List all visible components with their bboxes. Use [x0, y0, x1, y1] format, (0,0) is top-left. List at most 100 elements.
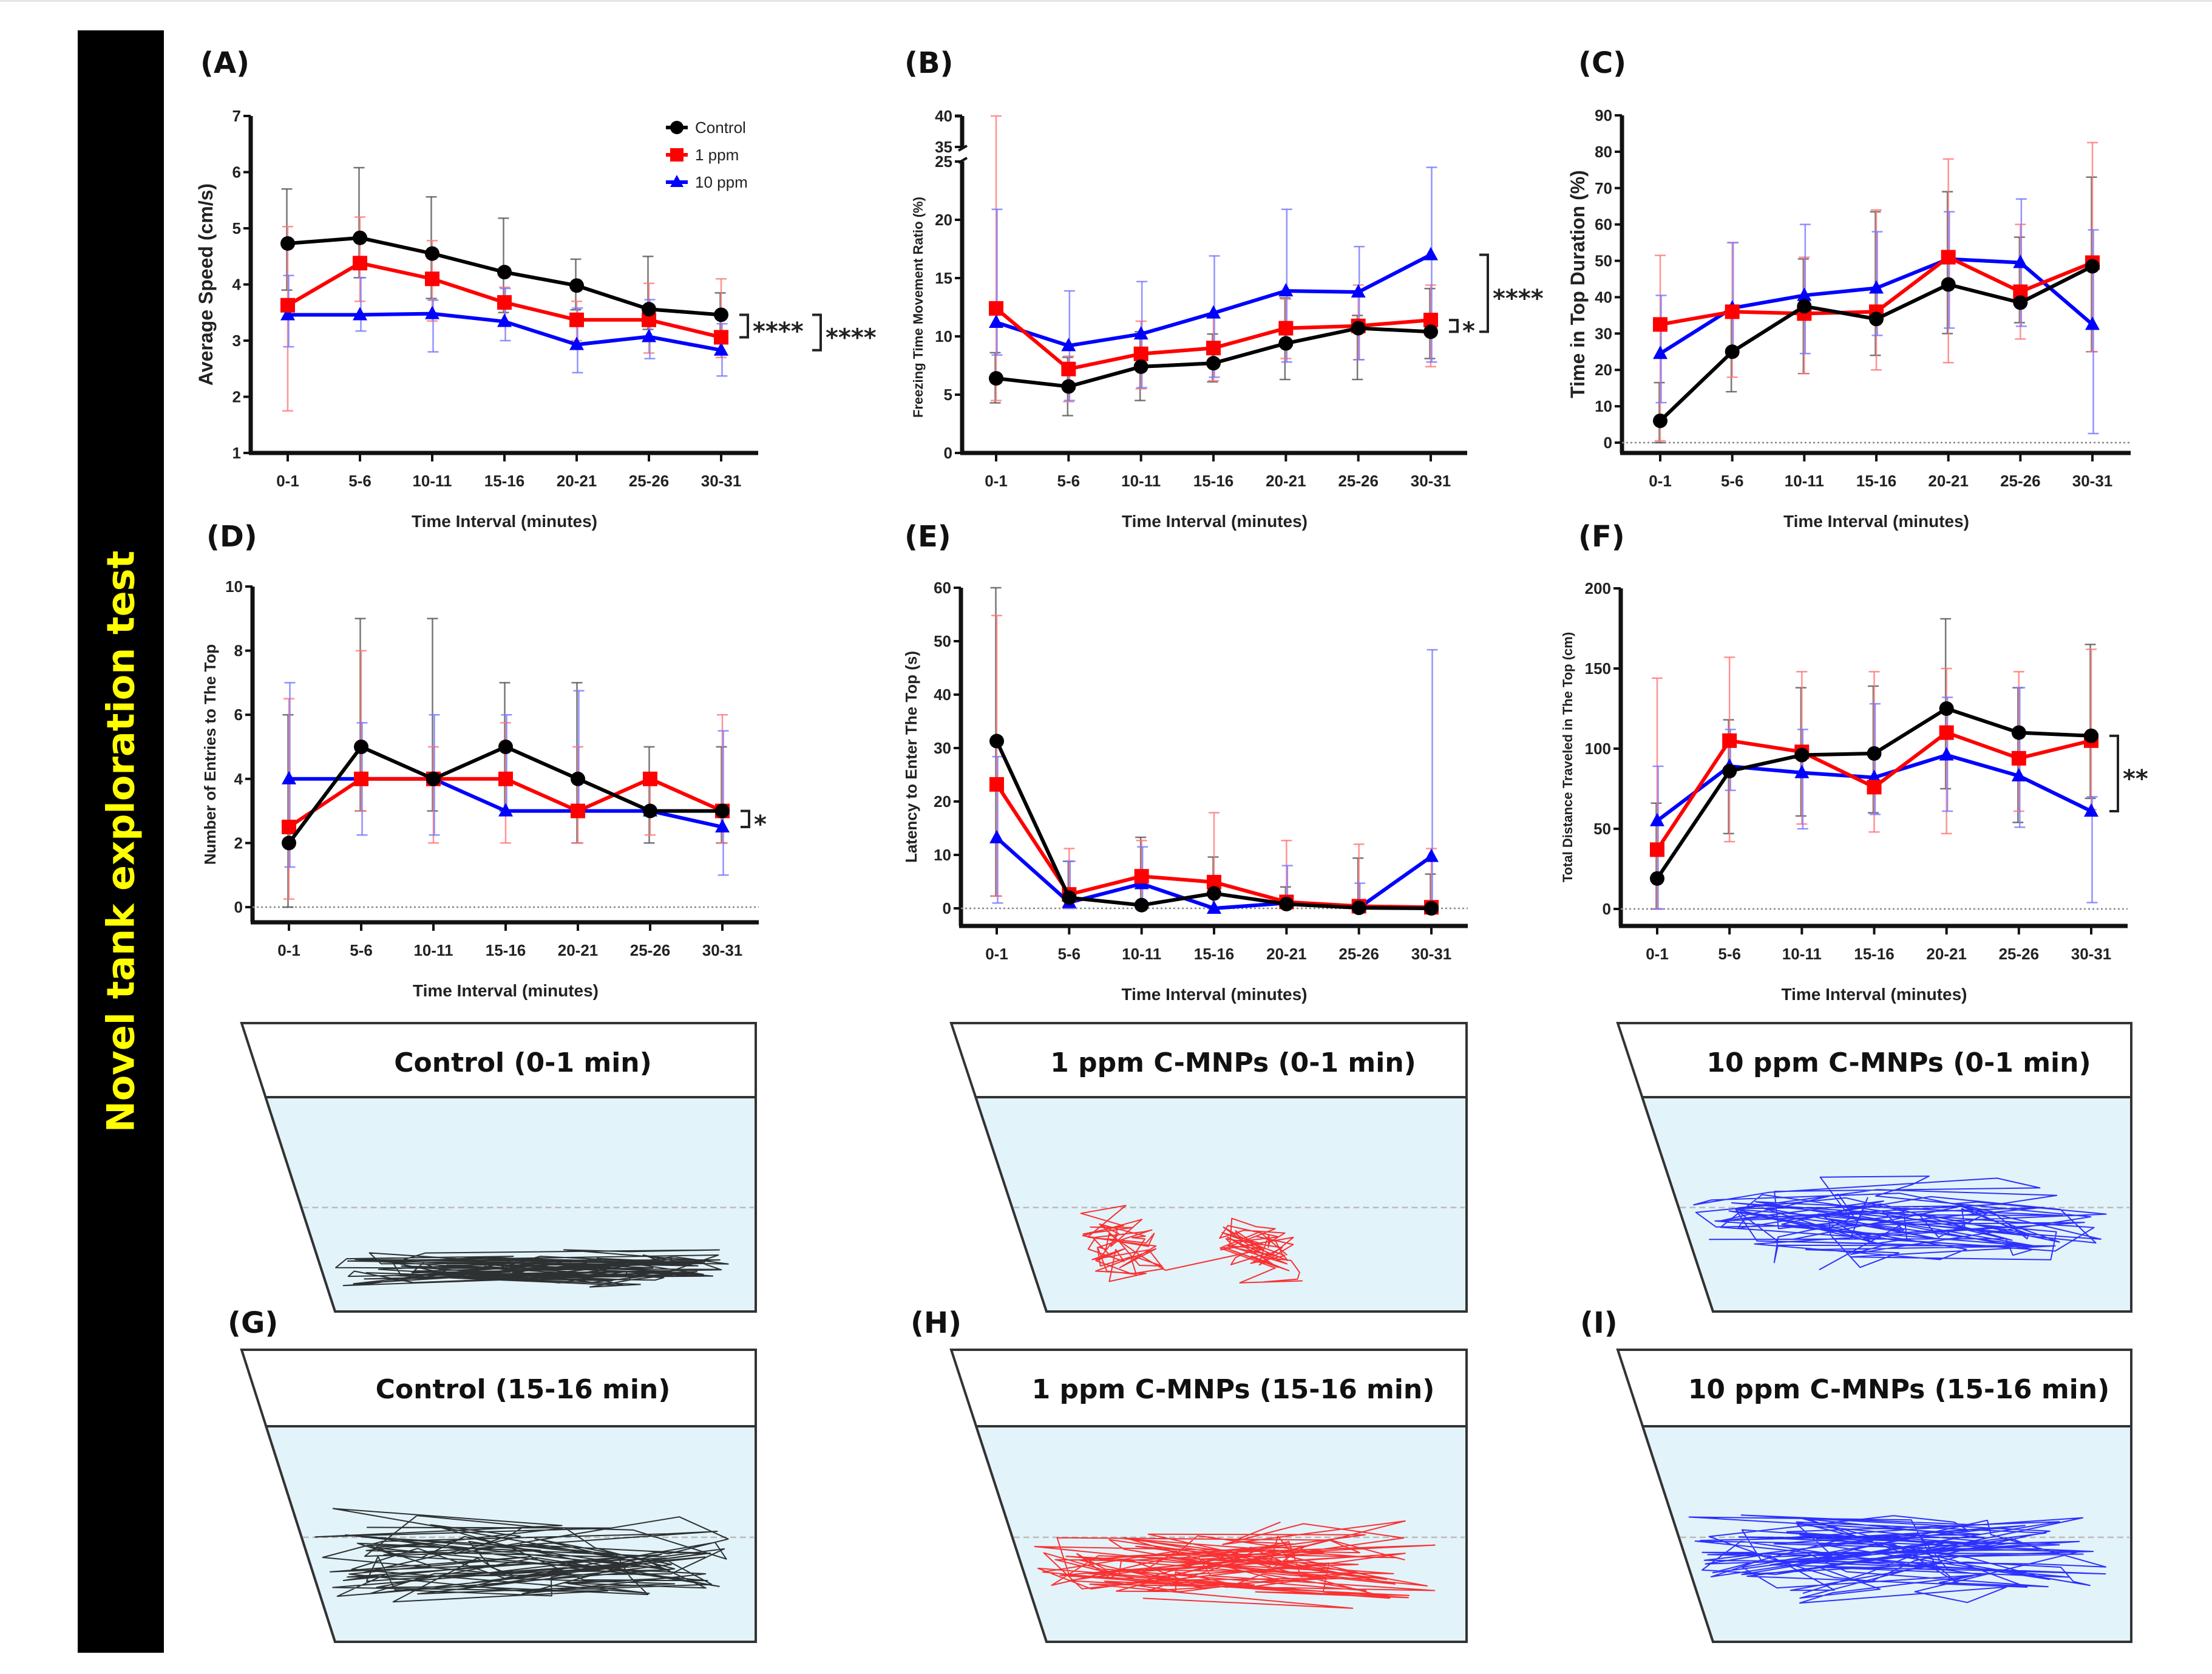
data-point	[498, 803, 513, 817]
data-point	[354, 771, 368, 786]
data-point	[989, 733, 1004, 749]
y-tick-label: 80	[1595, 143, 1612, 161]
y-tick-label: 35	[935, 138, 952, 156]
swim-trajectory	[1034, 1520, 1436, 1609]
data-point	[1794, 764, 1810, 778]
data-point	[1206, 305, 1221, 319]
x-tick-label: 5-6	[1718, 945, 1741, 963]
data-point	[989, 777, 1004, 792]
x-tick-label: 20-21	[558, 941, 599, 959]
x-axis-title: Time Interval (minutes)	[412, 512, 597, 531]
tank-title: Control (15-16 min)	[376, 1374, 671, 1405]
y-tick-label: 2	[232, 388, 241, 406]
significance-annotations: *****	[1449, 253, 1544, 345]
y-tick-label: 10	[1595, 397, 1612, 415]
legend-label: 10 ppm	[695, 173, 748, 191]
data-point	[643, 771, 657, 786]
series-10-ppm	[280, 305, 728, 356]
data-point	[282, 835, 296, 851]
y-tick-label: 30	[934, 739, 951, 757]
y-tick-label: 40	[935, 107, 952, 125]
data-point	[426, 771, 441, 786]
y-tick-label: 70	[1595, 179, 1612, 197]
legend-marker	[670, 121, 684, 134]
y-tick-label: 150	[1585, 659, 1611, 678]
x-tick-label: 25-26	[1999, 945, 2040, 963]
data-point	[2011, 725, 2026, 740]
x-tick-label: 0-1	[985, 472, 1008, 490]
y-tick-label: 2	[234, 834, 243, 852]
data-point	[1134, 897, 1149, 913]
data-point	[642, 328, 656, 342]
tank-control-15-16: Control (15-16 min) (G)	[228, 1306, 757, 1643]
panel-label: (C)	[1578, 46, 1626, 80]
y-axis-title: Total Distance Traveled in The Top (cm)	[1560, 632, 1575, 882]
data-point	[1061, 361, 1076, 376]
significance-label: *	[1462, 318, 1475, 345]
chart-panel-a: (A) 1 2 3 4 5 6 7 0-1 5-6 10-11 15-16 20-21 25-26 30-3…	[195, 46, 877, 531]
charts-layer: (A) 1 2 3 4 5 6 7 0-1 5-6 10-11 15-16 20-21 25-26 30-3…	[195, 46, 2148, 1004]
data-point	[642, 302, 656, 317]
data-point	[715, 803, 730, 818]
series-10-ppm	[989, 247, 1438, 352]
series-control	[280, 230, 728, 322]
significance-bracket	[1449, 319, 1459, 333]
x-tick-label: 5-6	[350, 941, 373, 959]
x-tick-label: 0-1	[1646, 945, 1669, 963]
y-tick-label: 0	[1604, 434, 1612, 452]
data-point	[989, 829, 1004, 843]
data-point	[1062, 890, 1077, 905]
x-tick-label: 20-21	[1266, 945, 1307, 963]
data-point	[2084, 728, 2098, 743]
legend-item-1-ppm: 1 ppm	[666, 146, 739, 164]
x-tick-label: 10-11	[412, 472, 452, 490]
data-point	[497, 295, 512, 310]
y-tick-label: 5	[944, 386, 952, 404]
data-point	[1867, 780, 1882, 795]
y-tick-label: 60	[1595, 216, 1612, 234]
y-tick-label: 0	[234, 898, 243, 916]
data-point	[1207, 886, 1221, 901]
data-point	[1722, 763, 1737, 778]
significance-label: **	[2123, 765, 2148, 793]
legend-marker	[670, 148, 684, 162]
significance-bracket	[1479, 253, 1489, 333]
x-tick-label: 5-6	[1058, 945, 1081, 963]
y-tick-label: 4	[234, 770, 243, 788]
data-point	[714, 307, 728, 322]
x-tick-label: 25-26	[2000, 472, 2041, 490]
data-point	[498, 771, 513, 786]
x-axis-title: Time Interval (minutes)	[1783, 512, 1969, 531]
series-control	[1653, 259, 2100, 429]
legend-label: Control	[695, 118, 746, 137]
data-point	[1424, 901, 1439, 916]
data-point	[280, 298, 295, 313]
chart-panel-d: (D) 0 2 4 6 8 10 0-1 5-6 10-11 15-16 20-21 25-26 30-3…	[201, 520, 767, 1000]
y-tick-label: 3	[232, 332, 241, 350]
x-tick-label: 5-6	[1721, 472, 1744, 490]
x-tick-label: 5-6	[348, 472, 371, 490]
x-tick-label: 10-11	[1122, 945, 1161, 963]
y-tick-label: 20	[934, 792, 951, 811]
tank-title: Control (0-1 min)	[394, 1047, 652, 1078]
y-tick-label: 0	[944, 444, 952, 462]
y-tick-label: 40	[1595, 288, 1612, 306]
x-tick-label: 15-16	[486, 941, 526, 959]
x-tick-label: 20-21	[557, 472, 597, 490]
swim-trajectory	[1080, 1205, 1303, 1284]
chart-panel-e: (E) 0 10 20 30 40 50 60 0-1 5-6 10-11 15-16 20-21 25-…	[902, 520, 1468, 1004]
tank-10ppm-15-16: 10 ppm C-MNPs (15-16 min) (I)	[1580, 1306, 2132, 1643]
data-point	[571, 771, 585, 786]
significance-bracket	[741, 809, 750, 828]
y-tick-label: 1	[232, 444, 241, 462]
data-point	[282, 771, 296, 784]
data-point	[1939, 725, 1954, 740]
data-point	[1650, 812, 1664, 826]
x-tick-label: 15-16	[1194, 945, 1235, 963]
x-tick-label: 15-16	[1856, 472, 1897, 490]
panel-label: (D)	[206, 520, 257, 554]
tank-10ppm-0-1: 10 ppm C-MNPs (0-1 min)	[1616, 1022, 2132, 1313]
data-point	[2085, 316, 2100, 330]
data-point	[643, 803, 657, 818]
x-tick-label: 25-26	[630, 941, 671, 959]
